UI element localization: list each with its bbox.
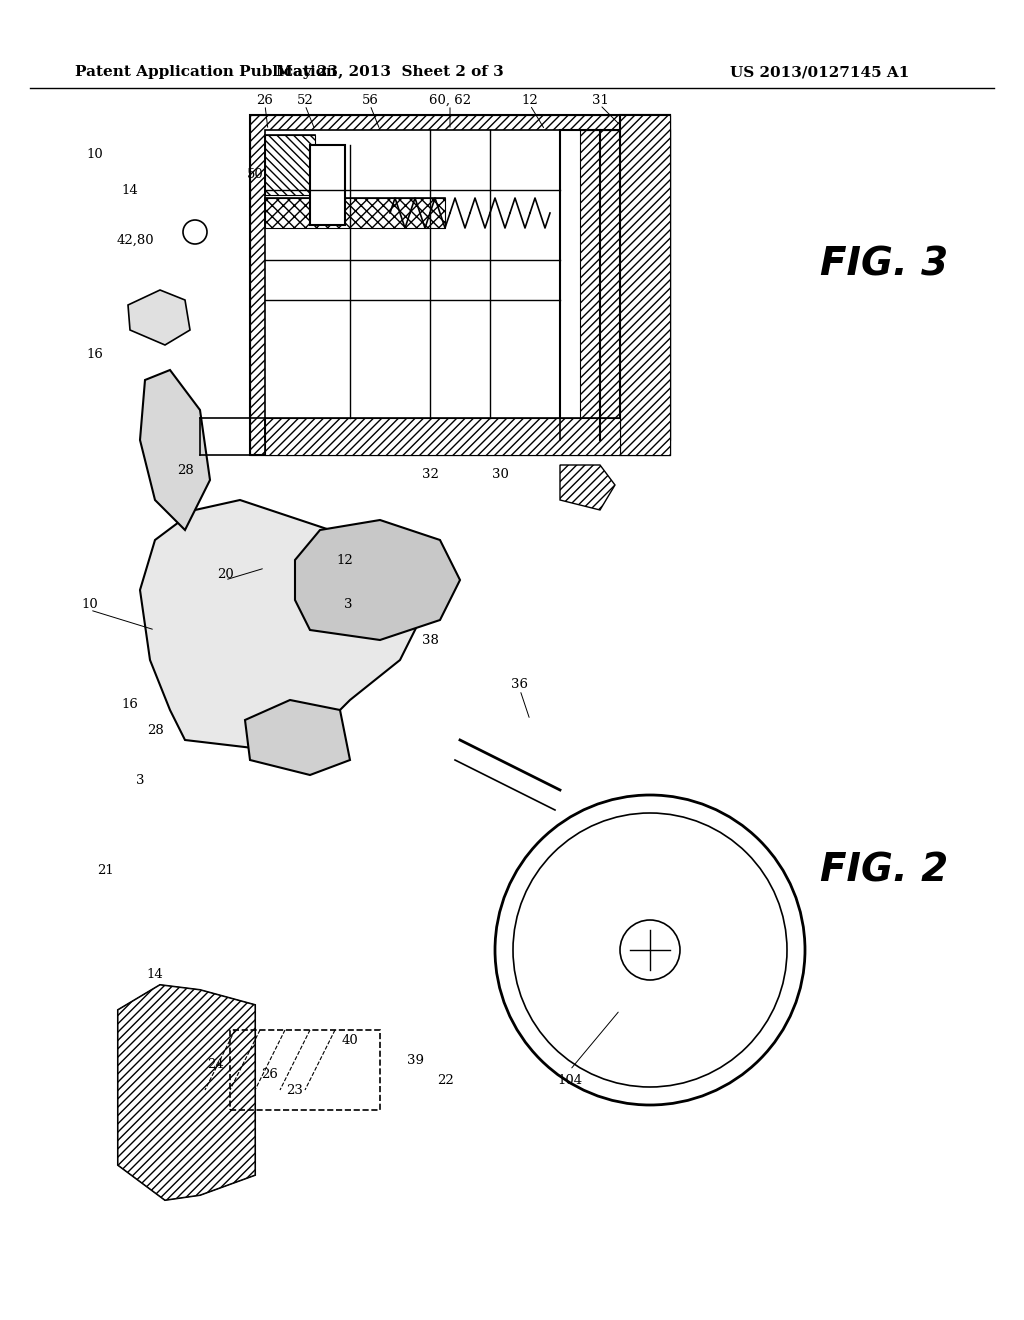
- Polygon shape: [140, 370, 210, 531]
- Text: 10: 10: [82, 598, 98, 611]
- Polygon shape: [140, 500, 420, 750]
- Bar: [265, 198, 445, 228]
- Text: 31: 31: [592, 94, 608, 107]
- Polygon shape: [245, 700, 350, 775]
- Text: 28: 28: [176, 463, 194, 477]
- Bar: [560, 129, 670, 440]
- Text: 14: 14: [122, 183, 138, 197]
- Polygon shape: [295, 520, 460, 640]
- Text: 14: 14: [146, 969, 164, 982]
- Text: 56: 56: [361, 94, 379, 107]
- Polygon shape: [560, 465, 615, 510]
- Text: 10: 10: [87, 149, 103, 161]
- Polygon shape: [118, 985, 255, 1200]
- Text: May 23, 2013  Sheet 2 of 3: May 23, 2013 Sheet 2 of 3: [276, 65, 504, 79]
- Bar: [265, 135, 315, 195]
- Bar: [265, 198, 445, 228]
- Bar: [250, 115, 670, 455]
- Text: 50: 50: [247, 169, 263, 181]
- Bar: [265, 135, 315, 195]
- Text: 23: 23: [287, 1084, 303, 1097]
- Text: 26: 26: [261, 1068, 279, 1081]
- Text: 30: 30: [492, 469, 509, 482]
- Polygon shape: [128, 290, 190, 345]
- Text: 36: 36: [512, 678, 528, 692]
- Text: 21: 21: [96, 863, 114, 876]
- Bar: [250, 115, 670, 455]
- Text: 16: 16: [87, 348, 103, 362]
- Text: 40: 40: [342, 1034, 358, 1047]
- Text: 16: 16: [122, 698, 138, 711]
- Text: 12: 12: [337, 553, 353, 566]
- Text: 38: 38: [422, 634, 438, 647]
- Bar: [620, 115, 670, 455]
- Bar: [265, 129, 655, 440]
- Bar: [560, 129, 670, 440]
- Text: US 2013/0127145 A1: US 2013/0127145 A1: [730, 65, 909, 79]
- Text: 28: 28: [146, 723, 164, 737]
- Bar: [265, 418, 620, 455]
- Bar: [230, 1030, 380, 1110]
- Text: 32: 32: [422, 469, 438, 482]
- Bar: [265, 418, 620, 455]
- Text: 20: 20: [217, 569, 233, 582]
- Text: 24: 24: [207, 1059, 223, 1072]
- Text: 42,80: 42,80: [116, 234, 154, 247]
- Text: 12: 12: [521, 94, 539, 107]
- Bar: [580, 129, 670, 440]
- Text: FIG. 2: FIG. 2: [820, 851, 948, 888]
- Text: FIG. 3: FIG. 3: [820, 246, 948, 284]
- Bar: [310, 145, 345, 224]
- Text: 52: 52: [297, 94, 313, 107]
- Bar: [310, 145, 345, 224]
- Circle shape: [183, 220, 207, 244]
- Text: 3: 3: [344, 598, 352, 611]
- Text: 26: 26: [257, 94, 273, 107]
- Text: 39: 39: [407, 1053, 424, 1067]
- Polygon shape: [118, 985, 255, 1200]
- Text: 22: 22: [436, 1073, 454, 1086]
- Text: 3: 3: [136, 774, 144, 787]
- Text: 60, 62: 60, 62: [429, 94, 471, 107]
- Text: 104: 104: [557, 1073, 583, 1086]
- Text: Patent Application Publication: Patent Application Publication: [75, 65, 337, 79]
- Bar: [620, 115, 670, 455]
